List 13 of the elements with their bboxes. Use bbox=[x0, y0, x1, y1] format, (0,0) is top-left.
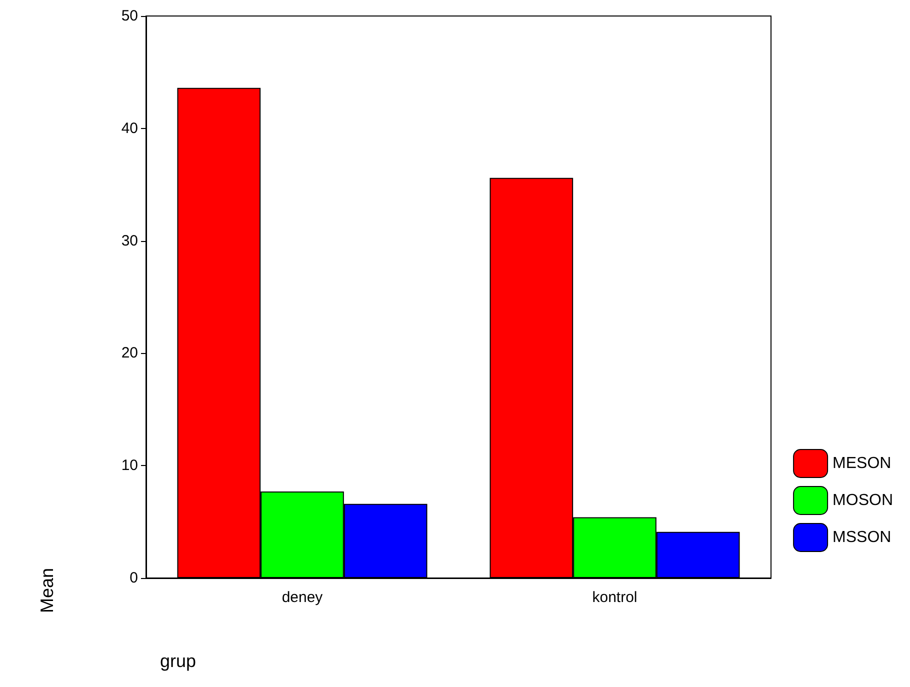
y-axis-title: Mean bbox=[37, 568, 57, 614]
legend-label: MOSON bbox=[832, 492, 894, 509]
y-tick-label: 20 bbox=[121, 344, 138, 362]
legend-label: MESON bbox=[832, 455, 892, 472]
y-tick-label: 50 bbox=[121, 8, 138, 24]
legend-label: MSSON bbox=[832, 529, 892, 546]
x-tick-label: deney bbox=[282, 589, 324, 606]
y-tick-label: 0 bbox=[130, 570, 138, 586]
y-tick-label: 10 bbox=[121, 457, 138, 474]
x-tick-label: kontrol bbox=[592, 589, 638, 606]
y-tick-label: 30 bbox=[121, 232, 138, 250]
y-tick-label: 40 bbox=[121, 120, 138, 137]
x-axis-title: grup bbox=[160, 651, 196, 671]
